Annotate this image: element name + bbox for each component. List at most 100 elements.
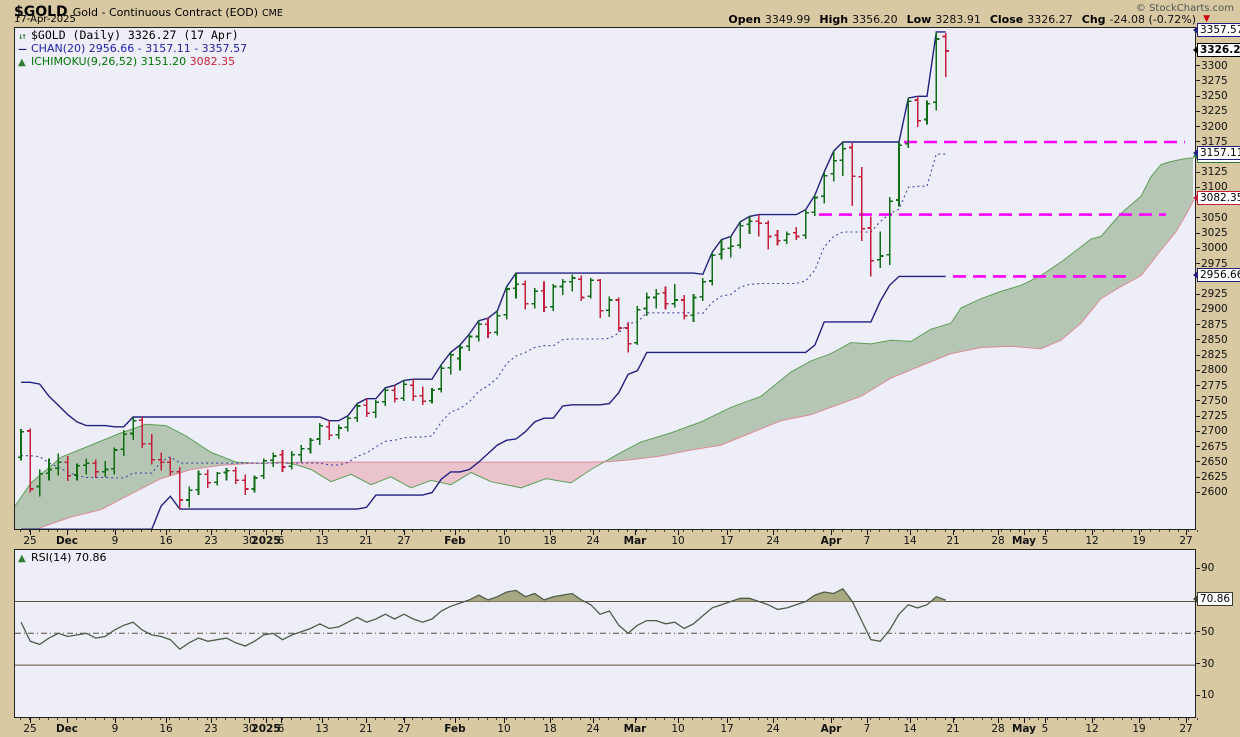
price-tick-label-text: 3000 [1201,242,1228,255]
ohlc-bar-down [391,385,398,403]
x-minor-tick [963,530,965,532]
x-minor-tick [38,718,40,720]
x-minor-tick [841,530,843,532]
x-major-tick [593,530,594,535]
price-tick-label: 2625 [1196,471,1228,484]
ohlc-bar-up [512,273,520,299]
ohlc-bar-down [204,469,211,488]
x-minor-tick [711,718,713,720]
x-minor-tick [85,718,87,720]
x-minor-tick [402,718,404,720]
price-tick-label-text: 3200 [1201,120,1228,133]
ohlc-bar-down [793,226,800,241]
x-minor-tick [356,718,358,720]
ohlc-bar-down [139,417,146,449]
quote-summary: Open 3349.99 High 3356.20 Low 3283.91 Close 332… [719,13,1196,26]
x-minor-tick [664,530,666,532]
axis-tick [1196,415,1200,417]
price-tick-label: 2650 [1196,456,1228,469]
chart-title: $GOLD Gold - Continuous Contract (EOD) CME [14,1,283,20]
x-minor-tick [309,530,311,532]
x-minor-tick [487,530,488,532]
x-minor-tick [627,530,629,532]
x-major-tick [1092,530,1093,535]
price-value-text: 2956.66 [1200,268,1240,281]
x-axis-label: 21 [946,535,960,547]
x-minor-tick [524,718,526,720]
x-axis-label: 27 [397,535,411,547]
x-minor-tick [645,530,647,532]
x-minor-tick [897,530,899,532]
price-tick-label: 3050 [1196,212,1228,225]
x-axis-label: 18 [543,723,557,735]
x-minor-tick [272,530,274,532]
ohlc-bar-down [484,318,492,338]
x-minor-tick [487,718,488,720]
x-minor-tick [739,530,741,532]
x-minor-tick [356,530,358,532]
x-minor-tick [337,718,339,720]
x-major-tick [281,530,282,535]
x-minor-tick [1122,718,1124,720]
price-tick-label: 2800 [1196,364,1228,377]
ohlc-bar-up [708,252,716,286]
x-minor-tick [888,530,890,532]
price-tick-label: 2750 [1196,395,1228,408]
ohlc-bar-down [410,379,417,402]
x-minor-tick [206,530,208,532]
x-minor-tick [860,718,862,720]
x-minor-tick [1066,718,1068,720]
x-minor-tick [122,718,124,720]
x-axis-label: Mar [623,535,647,547]
x-minor-tick [982,718,984,720]
x-axis-label: 5 [1041,723,1049,735]
ohlc-bar-down [167,457,174,476]
x-minor-tick [515,530,517,532]
price-tick-label: 2700 [1196,425,1228,438]
x-minor-tick [300,718,302,720]
x-minor-tick [281,718,283,720]
price-tick-label-text: 3025 [1201,227,1228,240]
ohlc-bar-up [746,216,753,235]
axis-tick [1196,663,1200,665]
x-minor-tick [1122,530,1124,532]
x-major-tick [115,718,116,723]
x-axis-label: 17 [720,535,734,547]
rsi-tick-label-text: 30 [1201,657,1215,670]
price-tick-label-text: 2675 [1201,440,1228,453]
x-minor-tick [281,530,283,532]
ohlc-bar-down [596,279,604,319]
ohlc-bar-up [699,278,707,302]
x-minor-tick [729,530,731,532]
ohlc-bar-up [531,287,538,309]
x-minor-tick [683,718,685,720]
x-minor-tick [169,530,171,532]
x-minor-tick [636,530,638,532]
ohlc-bar-down [326,420,333,441]
price-tick-label: 3100 [1196,181,1228,194]
ohlc-bar-up [185,486,193,508]
x-minor-tick [804,530,806,532]
x-minor-tick [1019,530,1021,532]
x-minor-tick [505,530,507,532]
x-minor-tick [262,718,264,720]
x-minor-tick [1019,718,1021,720]
x-major-tick [1186,718,1187,723]
x-axis-label: 2025 [251,723,281,735]
x-major-tick [1092,718,1093,723]
x-minor-tick [1178,718,1180,720]
ohlc-bar-up [475,320,482,342]
x-major-tick [773,530,774,535]
price-tick-label-text: 2925 [1201,288,1228,301]
x-minor-tick [421,530,423,532]
ohlc-bar-up [587,278,594,299]
x-minor-tick [813,530,815,532]
price-tick-label: 3000 [1196,242,1228,255]
axis-tick [1196,476,1200,478]
x-minor-tick [869,530,871,532]
ohlc-bar-down [279,450,286,472]
x-minor-tick [318,718,320,720]
ohlc-bar-down [624,321,632,353]
x-minor-tick [963,718,965,720]
x-minor-tick [94,530,96,532]
